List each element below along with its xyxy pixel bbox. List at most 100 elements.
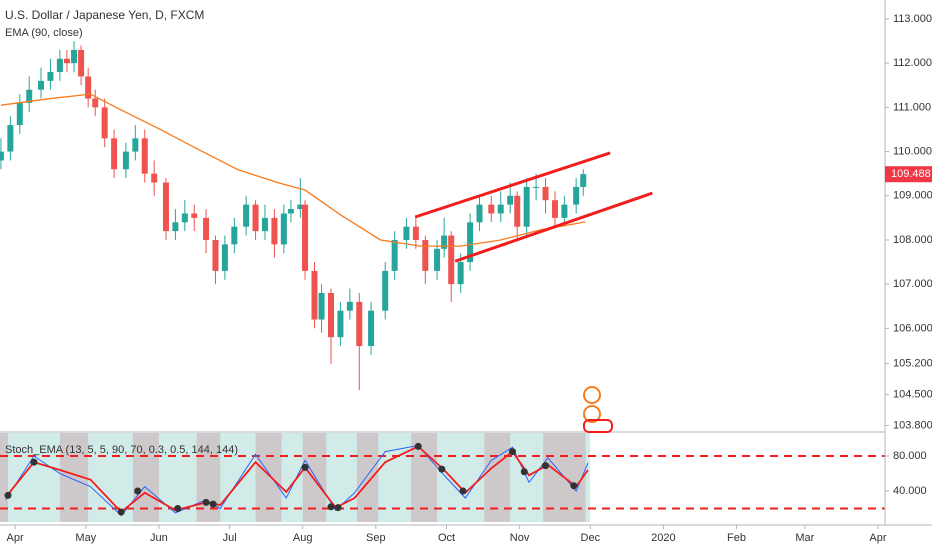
y-tick-label: 80.000 [893, 450, 927, 462]
trend-line [454, 191, 653, 263]
candle-body [162, 182, 169, 232]
candle-body [448, 235, 455, 285]
candle-body [56, 58, 63, 73]
candle-body [403, 226, 410, 240]
grey-zone [255, 433, 282, 522]
y-tick-label: 113.000 [893, 13, 932, 25]
y-tick-label: 112.000 [893, 57, 932, 69]
candle-body [63, 58, 70, 64]
cross-dot [520, 468, 528, 476]
candle-body [221, 244, 228, 271]
y-tick-label: 40.000 [893, 485, 927, 497]
candle-body [311, 270, 318, 320]
y-tick-label: 111.000 [893, 101, 931, 113]
candle-body [573, 186, 580, 205]
candle-body [434, 248, 441, 271]
x-tick-label: Mar [795, 532, 814, 544]
x-tick-label: 2020 [651, 532, 675, 544]
candle-body [47, 72, 54, 81]
x-tick-label: Jun [150, 532, 168, 544]
candle-body [78, 49, 85, 77]
candle-body [231, 226, 238, 245]
trend-line [414, 151, 611, 219]
last-price-box [885, 166, 932, 183]
candle-body [85, 76, 92, 99]
candle-body [252, 204, 259, 232]
candle-body [533, 186, 540, 188]
candle-body [422, 239, 429, 271]
cross-dot [301, 463, 309, 471]
grey-zone [484, 433, 511, 522]
indicator-label: EMA (90, close) [5, 27, 83, 39]
candle-body [346, 301, 353, 311]
candle-body [441, 235, 448, 249]
candle-body [287, 209, 294, 214]
candle-body [181, 213, 188, 223]
stoch-label: Stoch_EMA (13, 5, 5, 90, 70, 0.3, 0.5, 1… [5, 444, 238, 456]
cross-dot [327, 503, 335, 511]
y-tick-label: 105.200 [893, 358, 932, 370]
candle-body [542, 186, 549, 201]
candle-body [261, 217, 268, 232]
cross-dot [30, 458, 38, 466]
candle-body [337, 310, 344, 338]
candle-body [7, 125, 14, 152]
grey-zone [356, 433, 379, 522]
x-tick-label: May [75, 532, 96, 544]
candle-body [302, 204, 309, 271]
x-tick-label: Dec [581, 532, 601, 544]
x-tick-label: Sep [366, 532, 386, 544]
cross-dot [509, 448, 517, 456]
candle-body [523, 186, 530, 227]
grey-zone [132, 433, 159, 522]
cross-dot [209, 500, 217, 508]
cross-dot [459, 487, 467, 495]
candle-body [280, 213, 287, 245]
y-tick-label: 109.000 [893, 190, 932, 202]
cross-dot [438, 465, 446, 473]
candle-body [151, 173, 158, 183]
candle-body [368, 310, 375, 347]
plot [0, 41, 885, 517]
candle-body [203, 217, 210, 240]
x-tick-label: Apr [7, 532, 24, 544]
candle-body [467, 222, 474, 263]
candle-body [507, 195, 514, 205]
x-tick-label: Jul [223, 532, 237, 544]
y-tick-label: 108.000 [893, 234, 932, 246]
cross-dot [117, 508, 125, 516]
candle-body [172, 222, 179, 232]
candle-body [271, 217, 278, 245]
candle-body [243, 204, 250, 227]
candle-body [38, 80, 45, 90]
candle-body [382, 270, 389, 311]
y-tick-label: 107.000 [893, 278, 932, 290]
candle-body [561, 204, 568, 218]
candle-body [318, 293, 325, 320]
candle-body [497, 204, 504, 214]
chart-title: U.S. Dollar / Japanese Yen, D, FXCM [5, 8, 204, 22]
candle-body [488, 204, 495, 214]
candle-body [457, 262, 464, 285]
last-price-label: 109.488 [891, 168, 931, 180]
x-tick-label: Aug [293, 532, 313, 544]
candle-body [16, 102, 23, 126]
candle-body [141, 138, 148, 174]
candle-body [212, 239, 219, 271]
candle-body [327, 293, 334, 338]
ema-line [0, 93, 586, 247]
candle-body [122, 151, 129, 170]
cross-dot [542, 462, 550, 470]
candle-body [391, 239, 398, 271]
candle-body [412, 226, 419, 240]
candle-body [111, 138, 118, 170]
candle-body [132, 138, 139, 152]
x-tick-label: Feb [727, 532, 746, 544]
candle-body [514, 195, 521, 227]
candle-body [71, 49, 78, 64]
y-tick-label: 104.500 [893, 389, 932, 401]
cross-dot [202, 498, 210, 506]
x-tick-label: Apr [869, 532, 886, 544]
candle-body [0, 151, 4, 161]
